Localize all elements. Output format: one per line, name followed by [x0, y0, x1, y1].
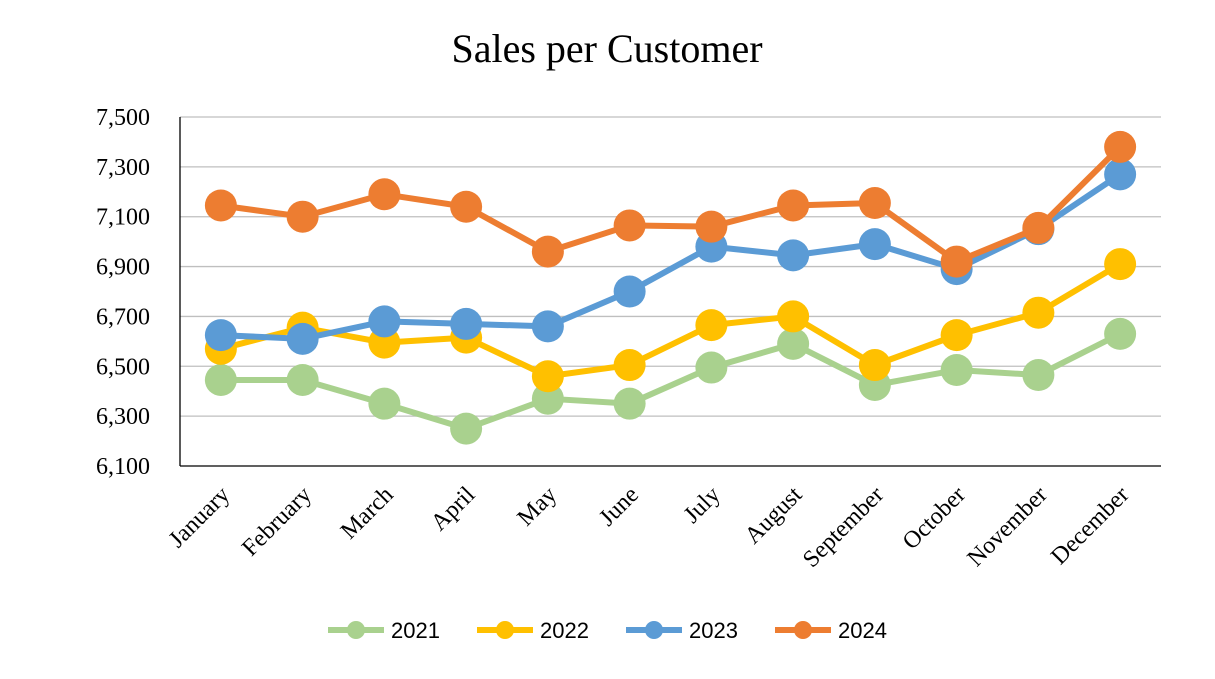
data-point	[777, 239, 810, 272]
y-axis-ticks: 6,100 6,300 6,500 6,700 6,900 7,100 7,300 7,500	[96, 105, 150, 480]
data-point	[450, 412, 483, 445]
data-point	[613, 387, 646, 420]
x-tick-label: May	[513, 482, 562, 531]
data-point	[286, 322, 319, 355]
data-point	[531, 310, 564, 343]
legend-label: 2021	[391, 618, 440, 643]
x-tick-label: March	[336, 482, 399, 545]
y-tick-label: 6,900	[96, 255, 150, 281]
axes	[179, 117, 1161, 467]
legend-item-2021: 2021	[328, 618, 440, 643]
legend-item-2024: 2024	[775, 618, 887, 643]
data-point	[1104, 158, 1137, 191]
x-tick-label: January	[164, 482, 235, 553]
gridlines	[180, 116, 1161, 417]
x-tick-label: June	[594, 482, 643, 531]
data-point	[1022, 211, 1055, 244]
data-point	[940, 245, 973, 278]
data-point	[204, 363, 237, 396]
data-point	[204, 189, 237, 222]
data-point	[450, 190, 483, 223]
y-tick-label: 6,300	[96, 404, 150, 430]
legend-label: 2023	[689, 618, 738, 643]
x-tick-label: October	[898, 482, 971, 555]
data-point	[1022, 359, 1055, 392]
series-lines	[204, 130, 1137, 445]
series-2021	[204, 317, 1137, 445]
x-tick-label: April	[426, 482, 480, 536]
data-point	[1022, 296, 1055, 329]
y-tick-label: 7,500	[96, 105, 150, 131]
data-point	[940, 354, 973, 387]
data-point	[204, 319, 237, 352]
y-tick-label: 6,500	[96, 354, 150, 380]
data-point	[777, 300, 810, 333]
y-tick-label: 7,100	[96, 205, 150, 231]
data-point	[777, 327, 810, 360]
data-point	[613, 349, 646, 382]
series-2022	[204, 248, 1137, 393]
data-point	[450, 307, 483, 340]
data-point	[858, 349, 891, 382]
legend-label: 2024	[838, 618, 887, 643]
x-tick-label: September	[798, 482, 889, 573]
data-point	[531, 360, 564, 393]
legend-marker	[496, 621, 514, 639]
data-point	[531, 235, 564, 268]
data-point	[368, 178, 401, 211]
x-tick-label: August	[740, 482, 808, 550]
legend-marker	[645, 621, 663, 639]
legend: 2021 2022 2023 2024	[328, 618, 887, 643]
data-point	[858, 228, 891, 261]
data-point	[940, 319, 973, 352]
x-tick-label: December	[1046, 482, 1134, 570]
data-point	[695, 210, 728, 243]
data-point	[368, 305, 401, 338]
data-point	[531, 382, 564, 415]
x-tick-label: July	[679, 482, 726, 529]
legend-label: 2022	[540, 618, 589, 643]
y-tick-label: 7,300	[96, 155, 150, 181]
x-tick-label: November	[963, 482, 1053, 572]
series-2024	[204, 130, 1137, 278]
data-point	[858, 187, 891, 220]
y-tick-label: 6,700	[96, 304, 150, 330]
data-point	[613, 209, 646, 242]
data-point	[1104, 130, 1137, 163]
series-line	[217, 261, 1124, 380]
data-point	[1104, 317, 1137, 350]
data-point	[613, 275, 646, 308]
data-point	[286, 200, 319, 233]
series-line	[217, 171, 1124, 342]
legend-item-2022: 2022	[477, 618, 589, 643]
chart-title: Sales per Customer	[451, 26, 762, 71]
x-axis-ticks: January February March April May June July Augu…	[164, 482, 1134, 573]
y-tick-label: 6,100	[96, 454, 150, 480]
data-point	[286, 363, 319, 396]
legend-marker	[794, 621, 812, 639]
x-tick-label: February	[237, 482, 317, 562]
data-point	[368, 387, 401, 420]
data-point	[695, 309, 728, 342]
data-point	[695, 351, 728, 384]
legend-item-2023: 2023	[626, 618, 738, 643]
series-line	[217, 143, 1124, 265]
data-point	[777, 189, 810, 222]
data-point	[1104, 248, 1137, 281]
legend-marker	[347, 621, 365, 639]
